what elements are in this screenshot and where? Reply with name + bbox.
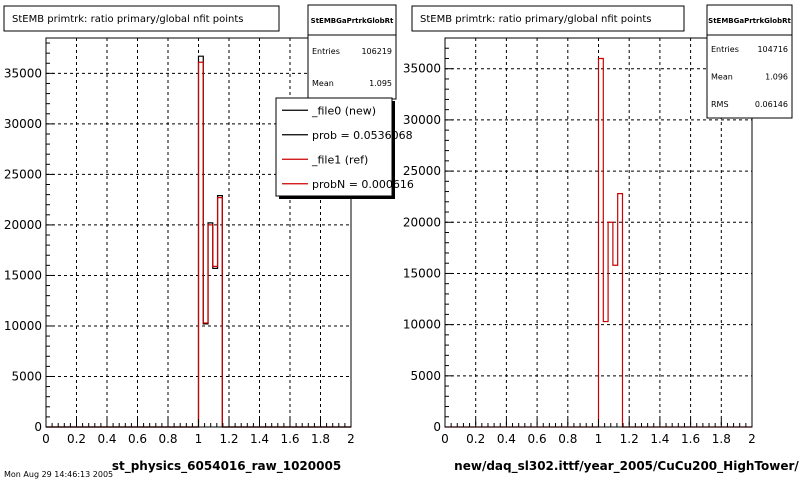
chart2-x-tick-label: 2 [748,432,756,446]
chart1-stats-label: Entries [312,47,340,56]
chart2-x-tick-label: 1.2 [620,432,639,446]
chart2-x-tick-label: 0.6 [528,432,547,446]
chart1-y-tick-label: 30000 [4,117,42,131]
chart1-y-tick-label: 0 [34,420,42,434]
chart2-x-tick-label: 1.4 [650,432,669,446]
chart2-stats-value: 1.096 [765,73,788,82]
chart2-y-tick-label: 10000 [403,318,441,332]
chart1-y-tick-label: 10000 [4,319,42,333]
chart2-y-tick-label: 20000 [403,215,441,229]
chart1-x-tick-label: 0.2 [67,432,86,446]
chart1-y-tick-label: 15000 [4,268,42,282]
chart2-x-tick-label: 1 [595,432,603,446]
chart2-x-tick-label: 1.6 [681,432,700,446]
chart1-legend-entry: _file0 (new) [311,104,376,117]
chart1-x-axis-label: st_physics_6054016_raw_1020005 [112,459,341,474]
chart2-x-axis-label: new/daq_sl302.ittf/year_2005/CuCu200_Hig… [454,459,799,474]
chart2-y-tick-label: 35000 [403,62,441,76]
chart1-histogram-series-2 [46,61,351,428]
chart2-x-tick-label: 0 [441,432,449,446]
chart1-stats-name: StEMBGaPrtrkGlobRt [311,17,394,25]
chart1-legend-entry: _file1 (ref) [311,153,368,166]
chart1-x-tick-label: 0 [42,432,50,446]
chart1-x-tick-label: 0.8 [158,432,177,446]
chart1-title-box [3,5,280,32]
chart2-stats-label: Mean [711,73,733,82]
chart2-y-tick-label: 5000 [410,369,441,383]
chart1-stats-label: Mean [312,79,334,88]
chart2-stats-label: RMS [711,100,729,109]
right-pad: 0 0.2 0.4 0.6 0.8 1 1.2 1.4 1.6 1.8 2 0 5000 10000 150… [403,4,799,474]
chart2-stats-value: 0.06146 [755,100,788,109]
chart1-stats-value: 1.095 [369,79,392,88]
chart1-x-tick-label: 2 [347,432,355,446]
chart1-legend-box [275,97,393,197]
chart1-x-tick-label: 0.4 [97,432,116,446]
chart2-y-tick-label: 25000 [403,164,441,178]
chart2-y-tick-label: 15000 [403,266,441,280]
chart2-title: StEMB primtrk: ratio primary/global nfit… [420,14,651,25]
chart2-x-tick-label: 0.4 [497,432,516,446]
chart1-stats-value: 106219 [361,47,392,56]
chart2-stats-label: Entries [711,45,739,54]
chart1-stats-box [307,4,397,100]
chart2-x-tick-label: 1.8 [712,432,731,446]
chart1-x-tick-label: 1 [195,432,203,446]
chart2-stats-name: StEMBGaPrtrkGlobRt [708,17,791,25]
left-pad: 0 0.2 0.4 0.6 0.8 1 1.2 1.4 1.6 1.8 2 0 5000 10000 150… [3,4,414,474]
chart2-stats-value: 104716 [757,45,788,54]
chart1-y-tick-label: 20000 [4,218,42,232]
chart2-title-box [411,5,685,32]
chart1-x-tick-label: 1.8 [311,432,330,446]
chart1-title: StEMB primtrk: ratio primary/global nfit… [12,14,243,25]
chart1-x-tick-label: 0.6 [128,432,147,446]
chart1-legend-entry: prob = 0.0536068 [312,129,413,142]
chart2-x-tick-label: 0.8 [558,432,577,446]
chart1-x-tick-label: 1.6 [280,432,299,446]
chart2-y-tick-label: 30000 [403,113,441,127]
chart2-y-tick-label: 0 [433,420,441,434]
chart2-x-tick-label: 0.2 [466,432,485,446]
chart2-stats-box [706,4,793,119]
chart1-x-tick-label: 1.4 [250,432,269,446]
chart2-histogram-series-1 [445,57,752,428]
chart1-y-tick-label: 5000 [11,369,42,383]
chart1-x-tick-label: 1.2 [219,432,238,446]
chart1-legend-entry: probN = 0.000616 [312,178,414,191]
chart1-y-tick-label: 35000 [4,66,42,80]
chart1-y-tick-label: 25000 [4,167,42,181]
footer-timestamp: Mon Aug 29 14:46:13 2005 [4,470,113,479]
